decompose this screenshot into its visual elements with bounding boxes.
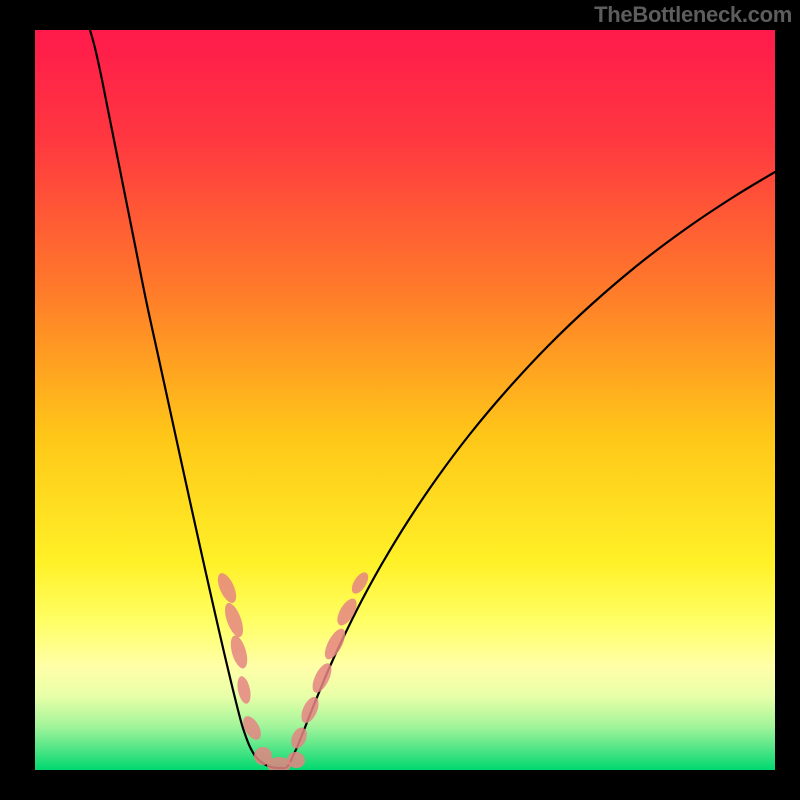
gradient-background bbox=[35, 30, 775, 770]
plot-area bbox=[35, 30, 775, 770]
plot-svg bbox=[35, 30, 775, 770]
watermark-text: TheBottleneck.com bbox=[594, 2, 792, 28]
figure-root: TheBottleneck.com bbox=[0, 0, 800, 800]
